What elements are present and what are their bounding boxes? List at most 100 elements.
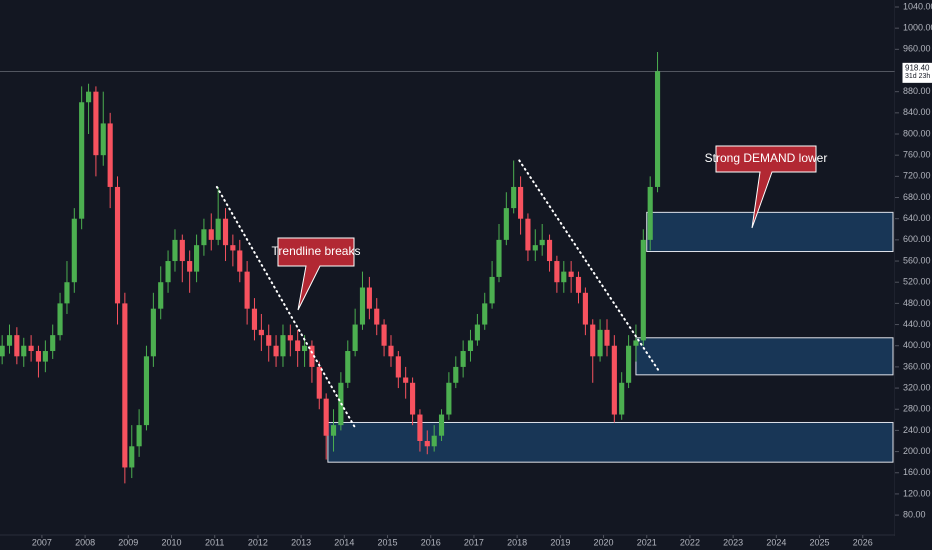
countdown: 31d 23h [905, 73, 930, 80]
candle-body [28, 345, 34, 352]
candle-body [100, 123, 106, 156]
y-tick-label: 680.00 [903, 192, 931, 202]
x-tick-label: 2014 [334, 537, 354, 547]
candle-body [604, 329, 610, 346]
candle-body [417, 414, 423, 441]
x-tick-label: 2015 [378, 537, 398, 547]
candle-body [388, 345, 394, 357]
candle-body [323, 398, 329, 436]
candle-body [14, 335, 20, 357]
candle-body [136, 425, 142, 447]
candle-body [446, 382, 452, 415]
x-tick-label: 2009 [118, 537, 138, 547]
candle-body [554, 261, 560, 283]
candle-body [21, 345, 27, 357]
y-tick-label: 360.00 [903, 361, 931, 371]
callout-text: Trendline breaks [272, 244, 361, 258]
candle-body [79, 102, 85, 219]
candle-body [50, 335, 56, 352]
y-tick-label: 760.00 [903, 150, 931, 160]
candle-body [590, 324, 596, 357]
x-tick-label: 2018 [507, 537, 527, 547]
y-tick-label: 520.00 [903, 277, 931, 287]
y-tick-label: 600.00 [903, 234, 931, 244]
y-tick-label: 80.00 [903, 509, 926, 519]
candle-body [237, 250, 243, 272]
candle-body [266, 335, 272, 346]
candle-body [258, 329, 264, 336]
candle-body [619, 382, 625, 415]
x-tick-label: 2021 [637, 537, 657, 547]
candle-body [165, 261, 171, 283]
candle-body [453, 366, 459, 383]
candle-body [330, 425, 337, 436]
candle-body [525, 218, 531, 251]
candle-body [366, 287, 372, 309]
demand-zone [635, 337, 894, 376]
candle-body [359, 287, 366, 325]
candle-body [295, 340, 301, 352]
candle-body [208, 229, 214, 240]
y-tick-label: 200.00 [903, 446, 931, 456]
candle-body [35, 351, 42, 362]
x-tick-label: 2016 [421, 537, 441, 547]
candle-body [158, 282, 164, 309]
y-tick-label: 440.00 [903, 319, 931, 329]
candle-body [561, 271, 567, 283]
candle-body [539, 239, 545, 246]
candle-body [85, 91, 92, 103]
candle-body [374, 308, 380, 325]
candle-body [395, 356, 401, 378]
callout-box [715, 145, 817, 229]
x-tick-label: 2025 [810, 537, 830, 547]
candle-body [654, 71, 661, 187]
candle-body [482, 303, 488, 325]
candle-body [438, 414, 445, 436]
candle-body [424, 440, 430, 447]
candle-body [474, 324, 480, 341]
candle-body [172, 239, 178, 262]
candle-body [6, 335, 13, 346]
candle-body [280, 335, 286, 357]
callout-text: Strong DEMAND lower [705, 151, 828, 165]
candle-body [230, 245, 236, 251]
candle-body [511, 186, 517, 209]
y-tick-label: 160.00 [903, 467, 931, 477]
y-tick-label: 960.00 [903, 44, 931, 54]
x-tick-label: 2026 [853, 537, 873, 547]
candle-body [201, 229, 207, 246]
candle-body [532, 245, 538, 251]
candle-body [503, 208, 509, 240]
y-tick-label: 240.00 [903, 425, 931, 435]
candle-body [215, 218, 221, 240]
x-tick-label: 2013 [291, 537, 311, 547]
y-tick-label: 400.00 [903, 340, 931, 350]
last-price-label: 918.40 [905, 63, 930, 72]
candle-body [518, 186, 524, 219]
x-tick-label: 2024 [766, 537, 786, 547]
candle-body [302, 345, 308, 352]
x-tick-label: 2012 [248, 537, 268, 547]
demand-zone [327, 421, 894, 463]
x-tick-label: 2011 [205, 537, 224, 547]
candle-body [431, 435, 437, 447]
candle-body [0, 345, 5, 357]
x-axis-bg [0, 536, 895, 550]
candle-body [575, 276, 582, 293]
candle-body [194, 245, 200, 272]
y-tick-label: 320.00 [903, 382, 931, 392]
candle-body [410, 382, 416, 415]
x-tick-label: 2022 [680, 537, 700, 547]
callout-box [277, 237, 355, 311]
candle-body [251, 308, 258, 330]
y-tick-label: 720.00 [903, 171, 931, 181]
x-tick-label: 2019 [550, 537, 570, 547]
candle-body [345, 351, 351, 383]
candle-body [403, 377, 409, 383]
candle-body [64, 282, 70, 304]
candle-body [222, 218, 229, 246]
candle-body [496, 239, 502, 277]
